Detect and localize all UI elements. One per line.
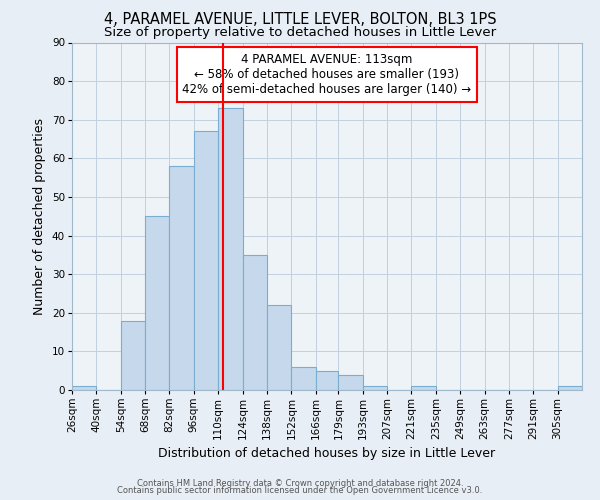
Bar xyxy=(267,305,292,390)
Text: Size of property relative to detached houses in Little Lever: Size of property relative to detached ho… xyxy=(104,26,496,39)
Bar xyxy=(169,166,194,390)
Bar xyxy=(242,255,267,390)
Bar xyxy=(338,374,362,390)
Text: 4 PARAMEL AVENUE: 113sqm
← 58% of detached houses are smaller (193)
42% of semi-: 4 PARAMEL AVENUE: 113sqm ← 58% of detach… xyxy=(182,53,472,96)
Y-axis label: Number of detached properties: Number of detached properties xyxy=(34,118,46,315)
Bar xyxy=(194,132,218,390)
Bar xyxy=(292,367,316,390)
Bar xyxy=(218,108,242,390)
Bar xyxy=(412,386,436,390)
Bar xyxy=(316,370,338,390)
X-axis label: Distribution of detached houses by size in Little Lever: Distribution of detached houses by size … xyxy=(158,448,496,460)
Bar xyxy=(557,386,582,390)
Text: Contains public sector information licensed under the Open Government Licence v3: Contains public sector information licen… xyxy=(118,486,482,495)
Bar xyxy=(72,386,97,390)
Text: Contains HM Land Registry data © Crown copyright and database right 2024.: Contains HM Land Registry data © Crown c… xyxy=(137,478,463,488)
Text: 4, PARAMEL AVENUE, LITTLE LEVER, BOLTON, BL3 1PS: 4, PARAMEL AVENUE, LITTLE LEVER, BOLTON,… xyxy=(104,12,496,28)
Bar xyxy=(362,386,387,390)
Bar xyxy=(121,320,145,390)
Bar xyxy=(145,216,169,390)
